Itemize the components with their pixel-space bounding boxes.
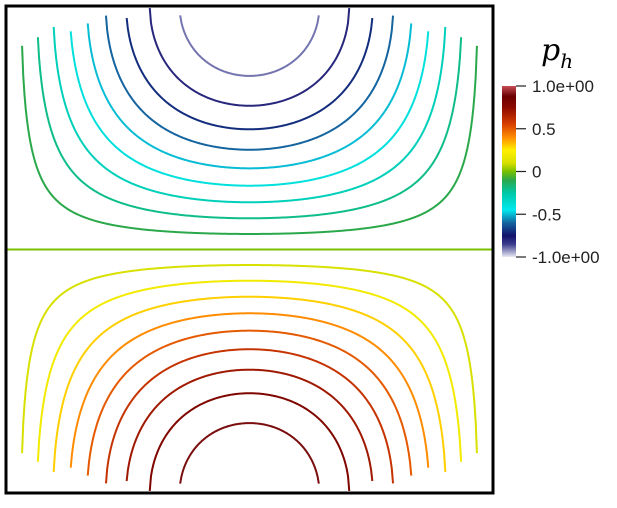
contour-line bbox=[125, 368, 374, 482]
colorbar-tick-label: 0.5 bbox=[532, 120, 556, 139]
contour-line bbox=[86, 23, 413, 170]
contour-lines bbox=[6, 7, 493, 492]
colorbar-tick-label: -1.0e+00 bbox=[532, 248, 600, 267]
colorbar-title-main: p bbox=[541, 33, 560, 68]
contour-line bbox=[179, 422, 320, 484]
contour-line bbox=[52, 26, 447, 204]
colorbar-ticks: 1.0e+00 0.5 0 -0.5 -1.0e+00 bbox=[516, 77, 600, 267]
contour-line bbox=[148, 7, 351, 107]
contour-line bbox=[69, 31, 430, 187]
colorbar-title: ph bbox=[541, 33, 573, 73]
colorbar: ph 1.0e+00 0.5 0 -0.5 -1.0e+00 bbox=[502, 33, 600, 267]
colorbar-tick-label: 1.0e+00 bbox=[532, 77, 594, 96]
colorbar-title-sub: h bbox=[560, 49, 573, 73]
contour-line bbox=[21, 264, 478, 454]
colorbar-bar bbox=[502, 86, 516, 257]
contour-line bbox=[69, 312, 430, 468]
contour-line bbox=[36, 279, 463, 462]
contour-line bbox=[104, 348, 395, 484]
colorbar-tick-label: -0.5 bbox=[532, 205, 561, 224]
contour-line bbox=[125, 17, 374, 131]
contour-line bbox=[36, 37, 463, 220]
contour-line bbox=[86, 329, 413, 476]
contour-line bbox=[104, 15, 395, 151]
colorbar-tick-label: 0 bbox=[532, 163, 541, 182]
contour-line bbox=[21, 45, 478, 235]
contour-line bbox=[148, 392, 351, 492]
contour-line bbox=[52, 295, 447, 473]
domain-frame bbox=[4, 4, 495, 495]
contour-line bbox=[179, 15, 320, 77]
